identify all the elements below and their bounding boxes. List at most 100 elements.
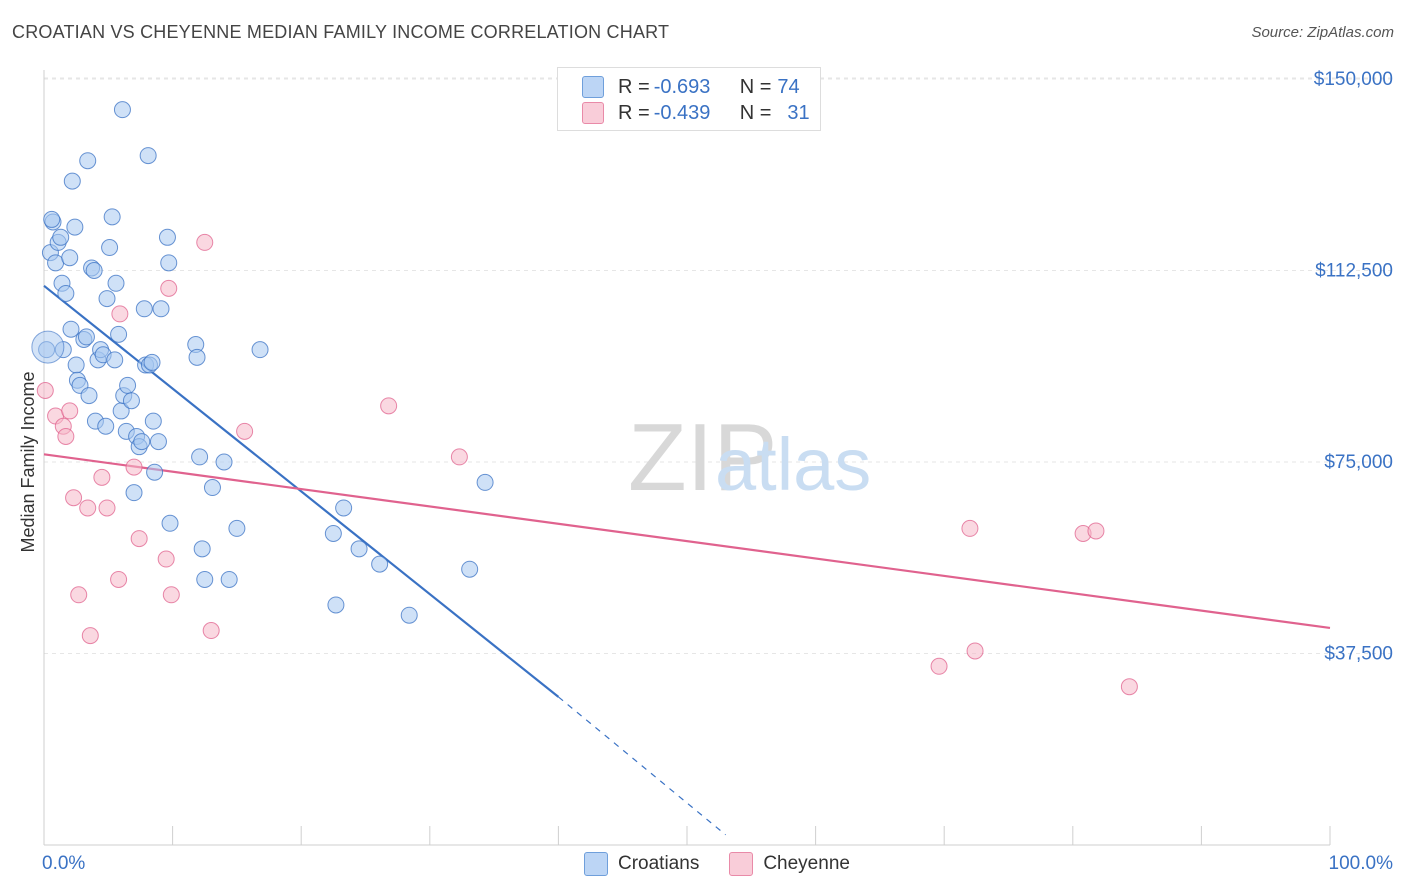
series-legend: Croatians Cheyenne [584, 852, 880, 876]
data-point-croatians [350, 540, 368, 558]
data-point-croatians [119, 376, 137, 394]
data-point-croatians [228, 519, 246, 537]
legend-n-value: 74 [777, 75, 800, 98]
data-point-cheyenne [157, 550, 175, 568]
data-point-croatians [335, 499, 353, 517]
legend-n-label: N = [739, 101, 772, 124]
data-point-croatians [160, 254, 178, 272]
data-point-cheyenne [79, 499, 97, 517]
legend-r-value: -0.693 [653, 75, 711, 98]
correlation-legend: R = -0.693 N = 74 R = -0.439 N = 31 [557, 67, 821, 131]
data-point-croatians [77, 328, 95, 346]
legend-r-label: R = [618, 75, 650, 98]
trend-lines [43, 284, 1331, 836]
trend-line-cheyenne [43, 453, 1331, 630]
data-point-croatians [143, 353, 161, 371]
y-tick-label: $150,000 [1314, 69, 1393, 90]
legend-r-label: R = [618, 101, 650, 124]
data-point-croatians [98, 290, 116, 308]
data-point-croatians [371, 555, 389, 573]
data-point-cheyenne [125, 458, 143, 476]
data-point-croatians [324, 524, 342, 542]
data-point-croatians [188, 348, 206, 366]
data-point-croatians [62, 320, 80, 338]
data-point-croatians [85, 262, 103, 279]
data-point-cheyenne [450, 448, 468, 466]
y-tick-label: $112,500 [1315, 261, 1393, 282]
data-point-croatians [461, 560, 479, 578]
data-point-cheyenne [110, 570, 128, 588]
data-point-cheyenne [380, 397, 398, 415]
y-tick-label: $75,000 [1324, 452, 1393, 473]
data-point-cheyenne [196, 233, 214, 251]
legend-n-label: N = [739, 75, 772, 98]
chart-source: Source: ZipAtlas.com [1251, 24, 1394, 41]
x-tick-label: 0.0% [42, 853, 85, 874]
data-point-cheyenne [202, 622, 220, 640]
legend-label-cheyenne: Cheyenne [763, 853, 850, 874]
data-point-croatians [152, 300, 170, 318]
data-point-cheyenne [98, 499, 116, 517]
data-point-cheyenne [1120, 678, 1138, 696]
data-point-croatians [220, 570, 238, 588]
legend-row-cheyenne: R = -0.439 N = 31 [582, 101, 810, 125]
data-point-croatians [103, 208, 121, 226]
data-point-cheyenne [930, 657, 948, 675]
data-point-croatians [139, 147, 157, 165]
data-point-croatians [191, 448, 209, 466]
data-point-croatians [215, 453, 233, 471]
legend-swatch-croatians [584, 852, 608, 876]
data-point-cheyenne [61, 402, 79, 420]
data-point-cheyenne [65, 489, 83, 507]
data-point-croatians [101, 239, 119, 257]
data-point-croatians [158, 228, 176, 246]
watermark-zip: ZIP [628, 404, 777, 511]
data-point-croatians [196, 570, 214, 588]
data-point-cheyenne [236, 422, 254, 440]
data-point-croatians [107, 274, 125, 292]
data-point-croatians [57, 284, 75, 302]
data-point-cheyenne [1087, 522, 1105, 540]
data-point-croatians [133, 433, 151, 451]
axes [43, 70, 1331, 846]
data-points [31, 101, 1138, 696]
data-point-croatians [63, 172, 81, 190]
legend-n-value: 31 [787, 101, 810, 124]
data-point-croatians [203, 479, 221, 497]
data-point-cheyenne [93, 468, 111, 486]
legend-swatch-cheyenne [729, 852, 754, 876]
legend-swatch-cheyenne [582, 102, 604, 124]
data-point-croatians [193, 540, 211, 558]
data-point-cheyenne [36, 382, 54, 400]
trend-line-croatians-extension [558, 696, 726, 836]
chart-title: CROATIAN VS CHEYENNE MEDIAN FAMILY INCOM… [12, 22, 670, 42]
data-point-croatians [251, 341, 269, 359]
data-point-croatians [144, 412, 162, 430]
data-point-croatians [149, 433, 167, 451]
data-point-croatians [135, 300, 153, 318]
data-point-cheyenne [81, 627, 99, 645]
data-point-croatians [161, 514, 179, 532]
y-tick-label: $37,500 [1324, 644, 1393, 665]
legend-swatch-croatians [582, 76, 604, 98]
data-point-croatians [52, 228, 70, 246]
data-point-cheyenne [160, 279, 178, 297]
trend-line-croatians [43, 284, 560, 698]
data-point-cheyenne [130, 530, 148, 548]
data-point-croatians [106, 351, 124, 369]
data-point-croatians [31, 330, 65, 364]
data-point-croatians [476, 473, 494, 491]
watermark-atlas: atlas [715, 423, 871, 506]
legend-row-croatians: R = -0.693 N = 74 [582, 75, 800, 99]
data-point-croatians [66, 218, 84, 236]
data-point-cheyenne [57, 427, 75, 445]
legend-item-croatians: Croatians [584, 852, 699, 876]
data-point-croatians [80, 387, 98, 405]
data-point-croatians [113, 101, 131, 119]
data-point-croatians [122, 392, 140, 410]
legend-item-cheyenne: Cheyenne [729, 852, 850, 876]
data-point-cheyenne [162, 586, 180, 604]
data-point-croatians [110, 325, 128, 343]
data-point-cheyenne [111, 305, 129, 323]
